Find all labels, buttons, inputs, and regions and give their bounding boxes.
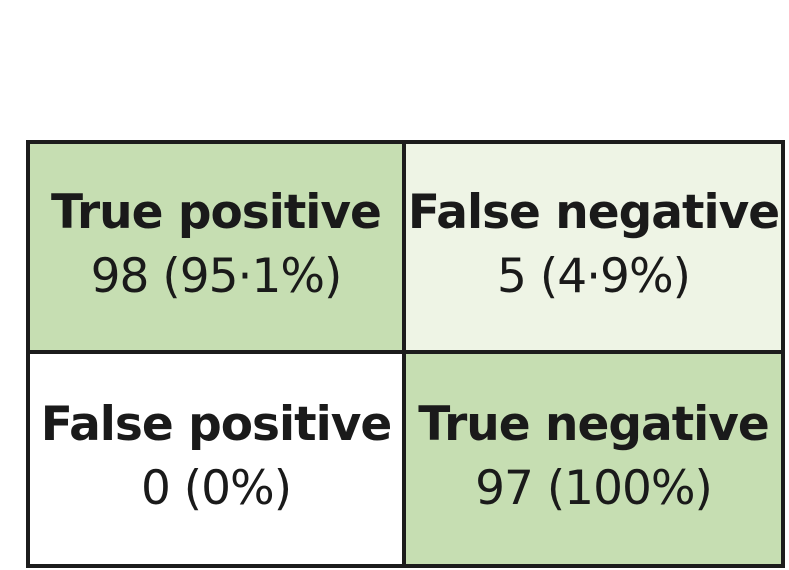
true-negative-label: True negative	[418, 396, 770, 452]
false-negative-cell: False negative 5 (4·9%)	[406, 144, 781, 354]
false-positive-value: 0 (0%)	[140, 461, 292, 517]
false-positive-label: False positive	[40, 396, 393, 452]
false-negative-label: False negative	[407, 184, 780, 240]
true-positive-label: True positive	[51, 184, 382, 240]
true-positive-cell: True positive 98 (95·1%)	[30, 144, 406, 354]
true-negative-value: 97 (100%)	[475, 461, 713, 517]
true-negative-cell: True negative 97 (100%)	[406, 354, 781, 564]
false-negative-value: 5 (4·9%)	[497, 249, 691, 305]
false-positive-cell: False positive 0 (0%)	[30, 354, 406, 564]
confusion-matrix: True positive 98 (95·1%) False negative …	[26, 140, 785, 568]
true-positive-value: 98 (95·1%)	[90, 249, 343, 305]
